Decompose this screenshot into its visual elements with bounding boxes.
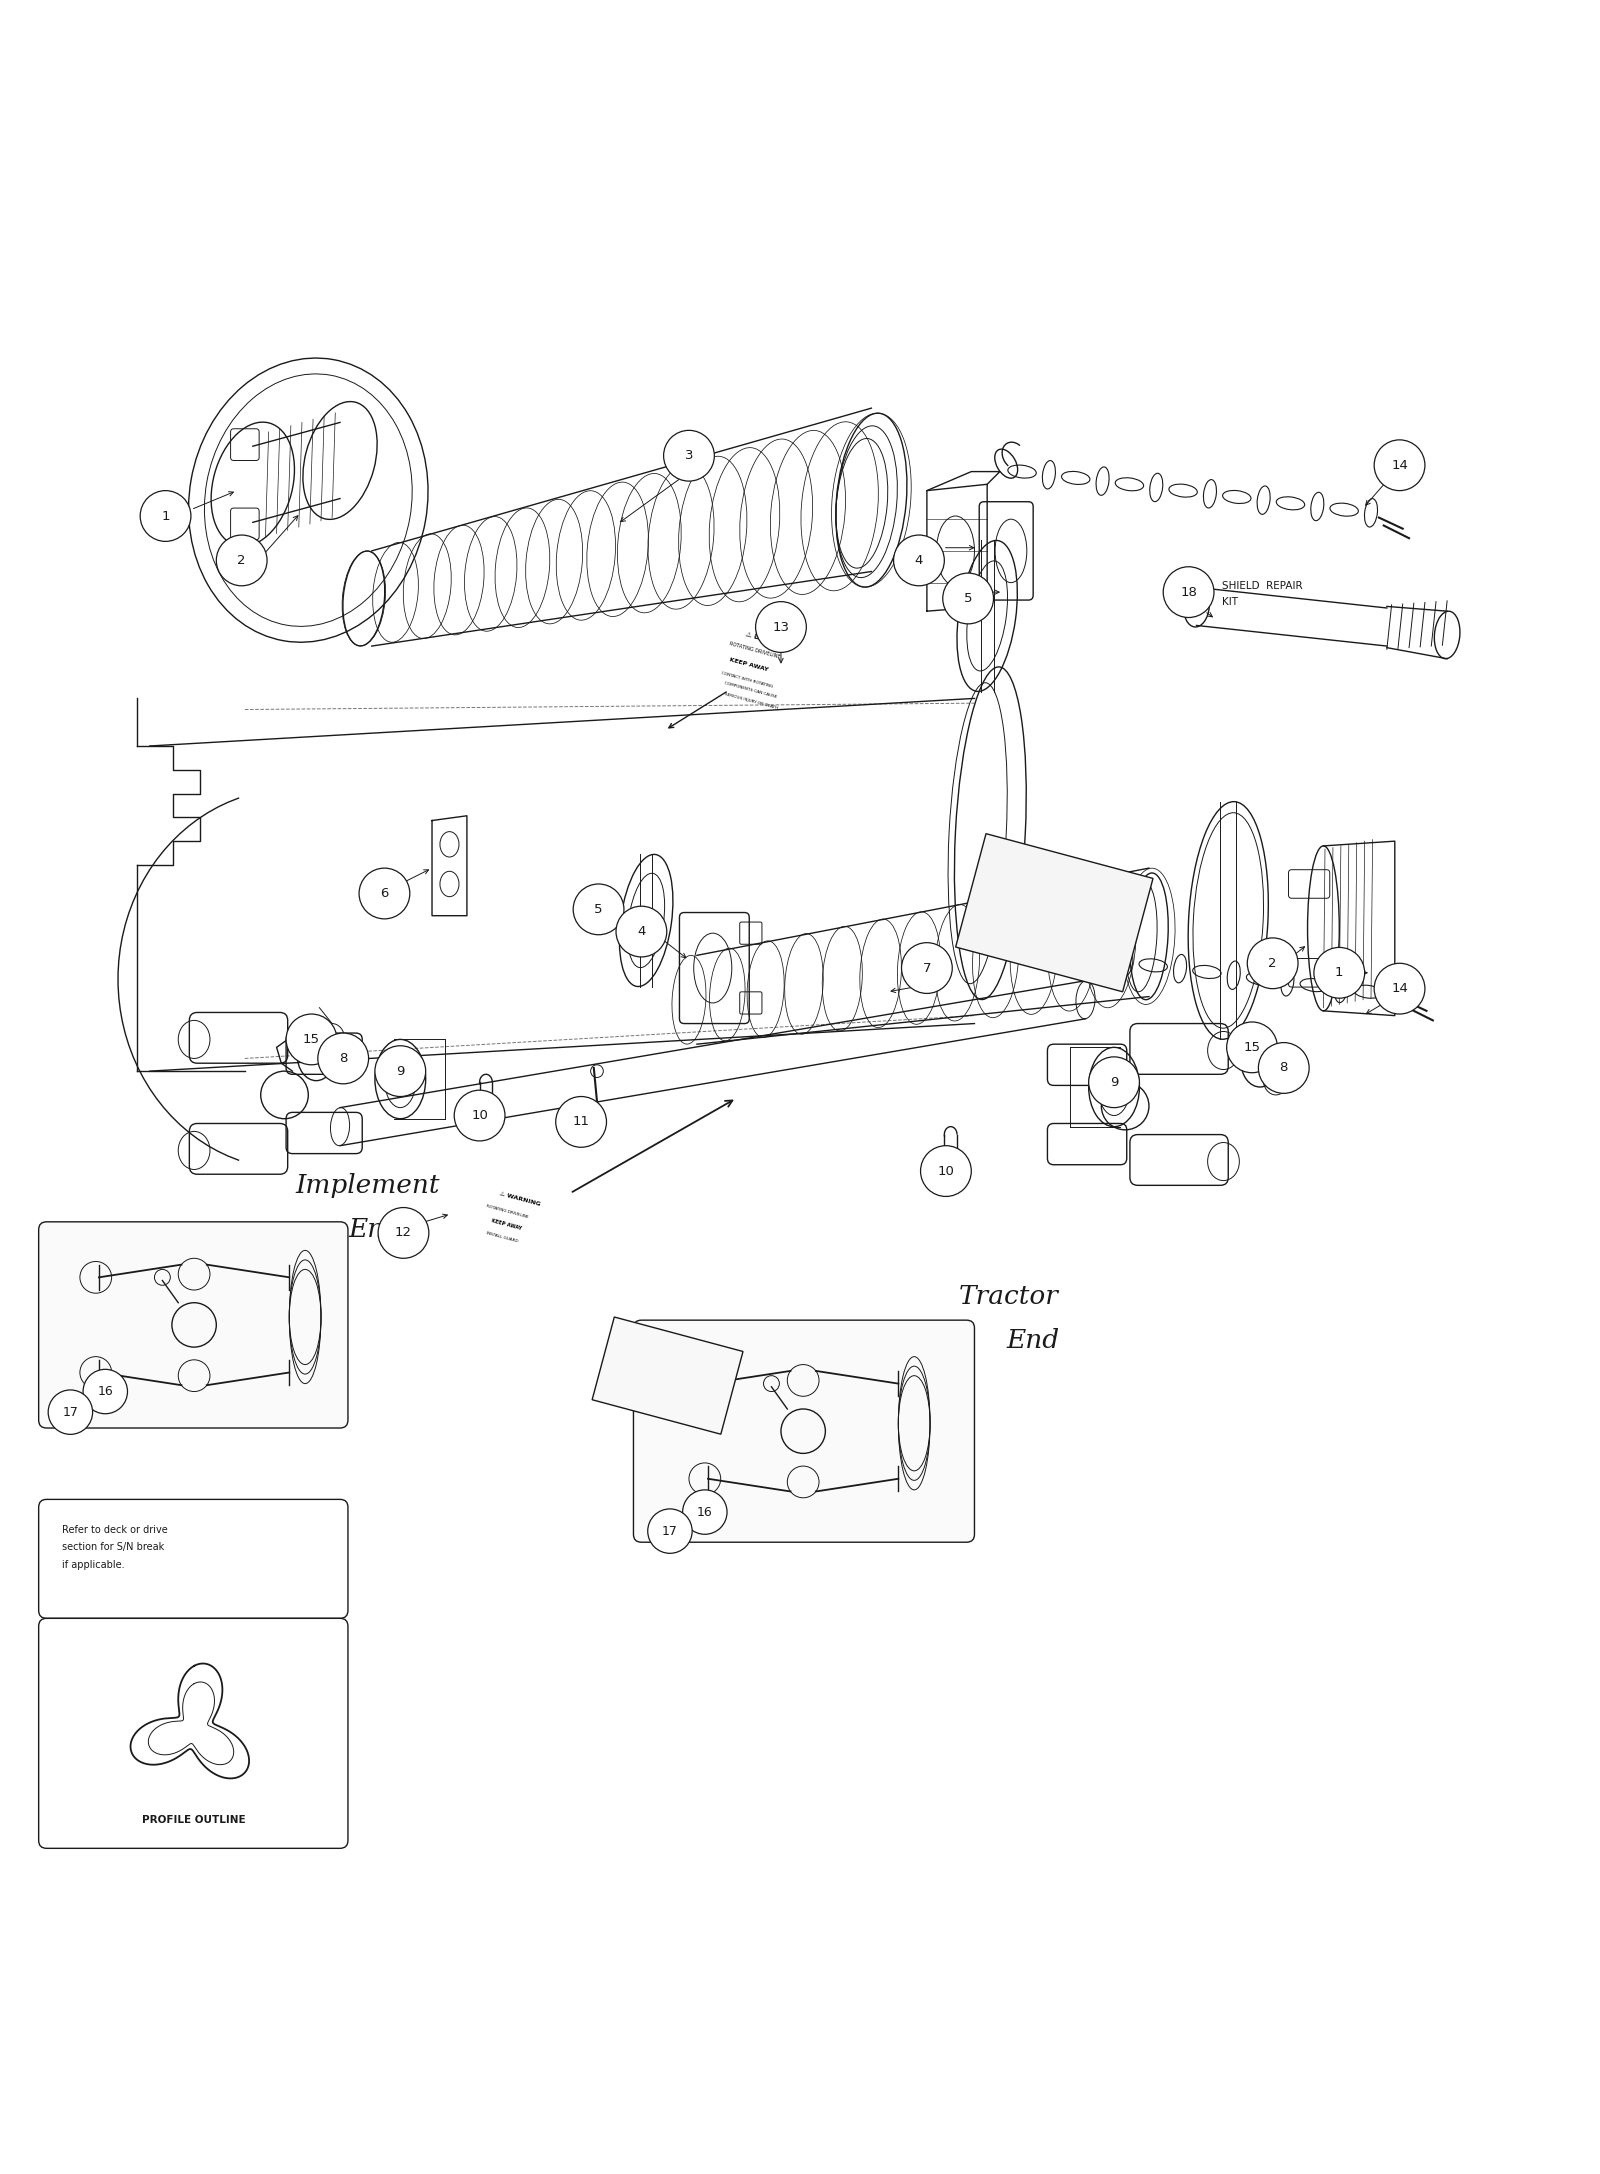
Text: ⚠ DANGER: ⚠ DANGER <box>744 630 786 648</box>
Text: 6: 6 <box>381 887 389 900</box>
Text: 16: 16 <box>98 1385 114 1398</box>
Circle shape <box>1258 1044 1309 1094</box>
Text: KEEP AWAY: KEEP AWAY <box>491 1217 522 1230</box>
Circle shape <box>358 867 410 920</box>
Circle shape <box>664 430 714 480</box>
Text: 1: 1 <box>162 509 170 522</box>
Circle shape <box>683 1489 726 1535</box>
FancyBboxPatch shape <box>634 1320 974 1541</box>
Text: ROTATING DRIVELINE: ROTATING DRIVELINE <box>728 641 781 659</box>
Text: ROTATING DRIVELINE: ROTATING DRIVELINE <box>486 1204 530 1220</box>
Circle shape <box>920 1146 971 1196</box>
Text: 5: 5 <box>594 902 603 915</box>
Circle shape <box>1088 1057 1139 1107</box>
Text: 4: 4 <box>637 926 645 937</box>
Circle shape <box>1163 567 1214 617</box>
Circle shape <box>893 535 944 585</box>
Text: 15: 15 <box>302 1033 320 1046</box>
Text: 5: 5 <box>963 591 973 604</box>
Circle shape <box>48 1389 93 1435</box>
Circle shape <box>216 535 267 585</box>
Text: 3: 3 <box>685 450 693 463</box>
Circle shape <box>378 1207 429 1259</box>
Text: 2: 2 <box>1269 957 1277 970</box>
Circle shape <box>942 574 994 624</box>
Text: CONTACT WITH ROTATING: CONTACT WITH ROTATING <box>720 670 773 689</box>
Text: 13: 13 <box>773 620 789 633</box>
Text: End: End <box>347 1217 402 1241</box>
Text: Tractor: Tractor <box>958 1285 1059 1309</box>
FancyBboxPatch shape <box>38 1500 347 1617</box>
Text: 10: 10 <box>470 1109 488 1122</box>
Text: 17: 17 <box>62 1407 78 1420</box>
Text: Refer to deck or drive: Refer to deck or drive <box>62 1524 168 1535</box>
Text: if applicable.: if applicable. <box>62 1559 125 1570</box>
Text: 14: 14 <box>1390 459 1408 472</box>
Circle shape <box>1374 439 1426 491</box>
Text: COMPONENTS CAN CAUSE: COMPONENTS CAN CAUSE <box>723 680 778 700</box>
Text: 8: 8 <box>339 1052 347 1065</box>
Circle shape <box>141 491 190 541</box>
FancyBboxPatch shape <box>955 833 1154 991</box>
Text: 10: 10 <box>938 1165 954 1178</box>
Text: 15: 15 <box>1243 1041 1261 1054</box>
Text: INSTALL GUARD: INSTALL GUARD <box>486 1230 518 1244</box>
Text: 9: 9 <box>1110 1076 1118 1089</box>
Circle shape <box>555 1096 606 1148</box>
Text: 1: 1 <box>1334 965 1344 978</box>
Text: 9: 9 <box>397 1065 405 1078</box>
Text: 18: 18 <box>1181 585 1197 598</box>
Circle shape <box>374 1046 426 1096</box>
Circle shape <box>454 1089 506 1141</box>
Circle shape <box>901 944 952 994</box>
Text: KEEP AWAY: KEEP AWAY <box>728 657 768 672</box>
Text: 4: 4 <box>915 554 923 567</box>
Circle shape <box>318 1033 368 1085</box>
Text: ⚠ WARNING: ⚠ WARNING <box>499 1191 541 1207</box>
Text: Implement: Implement <box>296 1172 440 1198</box>
Text: 8: 8 <box>1280 1061 1288 1074</box>
Text: PROFILE OUTLINE: PROFILE OUTLINE <box>142 1815 246 1824</box>
Circle shape <box>755 602 806 652</box>
Text: SHIELD  REPAIR: SHIELD REPAIR <box>1222 580 1302 591</box>
Text: section for S/N break: section for S/N break <box>62 1541 165 1552</box>
Text: 12: 12 <box>395 1226 411 1239</box>
Circle shape <box>1227 1022 1277 1072</box>
Text: End: End <box>1006 1328 1059 1352</box>
FancyBboxPatch shape <box>592 1317 742 1435</box>
Text: KIT: KIT <box>1222 596 1238 607</box>
Text: 11: 11 <box>573 1115 590 1128</box>
Circle shape <box>1314 948 1365 998</box>
Circle shape <box>1248 937 1298 989</box>
Text: 17: 17 <box>662 1524 678 1537</box>
Circle shape <box>286 1013 338 1065</box>
Text: 7: 7 <box>923 961 931 974</box>
Circle shape <box>616 907 667 957</box>
Text: SERIOUS INJURY OR DEATH: SERIOUS INJURY OR DEATH <box>723 691 778 711</box>
FancyBboxPatch shape <box>38 1617 347 1848</box>
Text: 16: 16 <box>698 1507 712 1520</box>
Circle shape <box>573 885 624 935</box>
Text: 2: 2 <box>237 554 246 567</box>
FancyBboxPatch shape <box>38 1222 347 1428</box>
Circle shape <box>648 1509 693 1552</box>
Circle shape <box>83 1370 128 1413</box>
Text: 14: 14 <box>1390 983 1408 996</box>
Circle shape <box>1374 963 1426 1013</box>
